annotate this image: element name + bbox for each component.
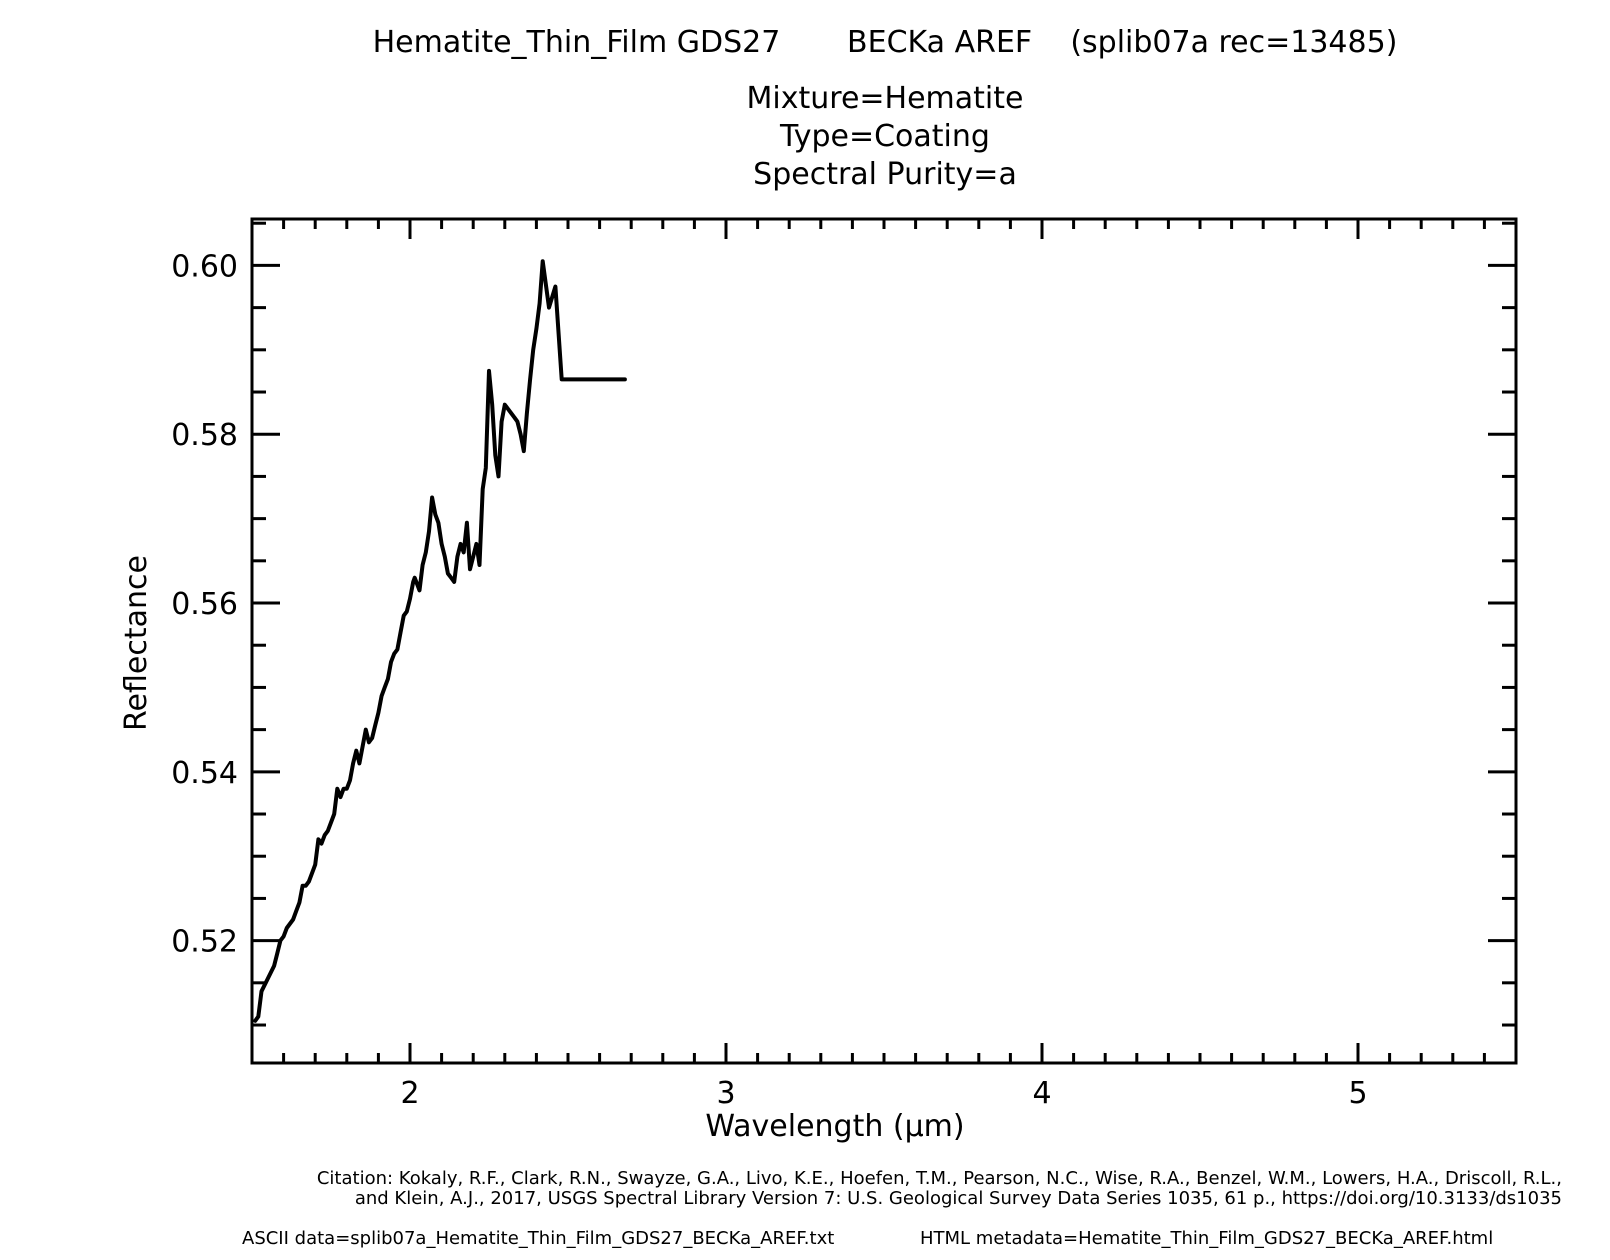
- plot-frame: [250, 217, 1518, 1065]
- subtitle-purity: Spectral Purity=a: [753, 157, 1017, 192]
- y-axis-label: Reflectance: [119, 555, 154, 731]
- citation-line-2: and Klein, A.J., 2017, USGS Spectral Lib…: [355, 1188, 1562, 1209]
- subtitle-type: Type=Coating: [779, 119, 990, 154]
- x-tick-label: 4: [1032, 1076, 1051, 1111]
- ascii-data-filename: ASCII data=splib07a_Hematite_Thin_Film_G…: [242, 1228, 834, 1249]
- y-tick-label: 0.58: [171, 418, 238, 453]
- series-line-reflectance: [253, 259, 627, 1023]
- x-tick-label: 2: [400, 1076, 419, 1111]
- y-tick-label: 0.52: [171, 925, 238, 960]
- subtitle-mixture: Mixture=Hematite: [747, 81, 1024, 116]
- y-tick-label: 0.54: [171, 756, 238, 791]
- citation-line-1: Citation: Kokaly, R.F., Clark, R.N., Swa…: [317, 1168, 1562, 1189]
- y-tick-label: 0.56: [171, 587, 238, 622]
- y-tick-labels: 0.52 0.54 0.56 0.58 0.60: [171, 249, 238, 959]
- x-tick-label: 5: [1348, 1076, 1367, 1111]
- x-tick-label: 3: [716, 1076, 735, 1111]
- axis-ticks: [250, 219, 1518, 1063]
- html-metadata-filename: HTML metadata=Hematite_Thin_Film_GDS27_B…: [920, 1228, 1493, 1249]
- chart-title: Hematite_Thin_Film GDS27 BECKa AREF (spl…: [373, 25, 1398, 60]
- y-tick-label: 0.60: [171, 249, 238, 284]
- x-tick-labels: 2 3 4 5: [400, 1076, 1367, 1111]
- x-axis-label: Wavelength (μm): [705, 1109, 964, 1144]
